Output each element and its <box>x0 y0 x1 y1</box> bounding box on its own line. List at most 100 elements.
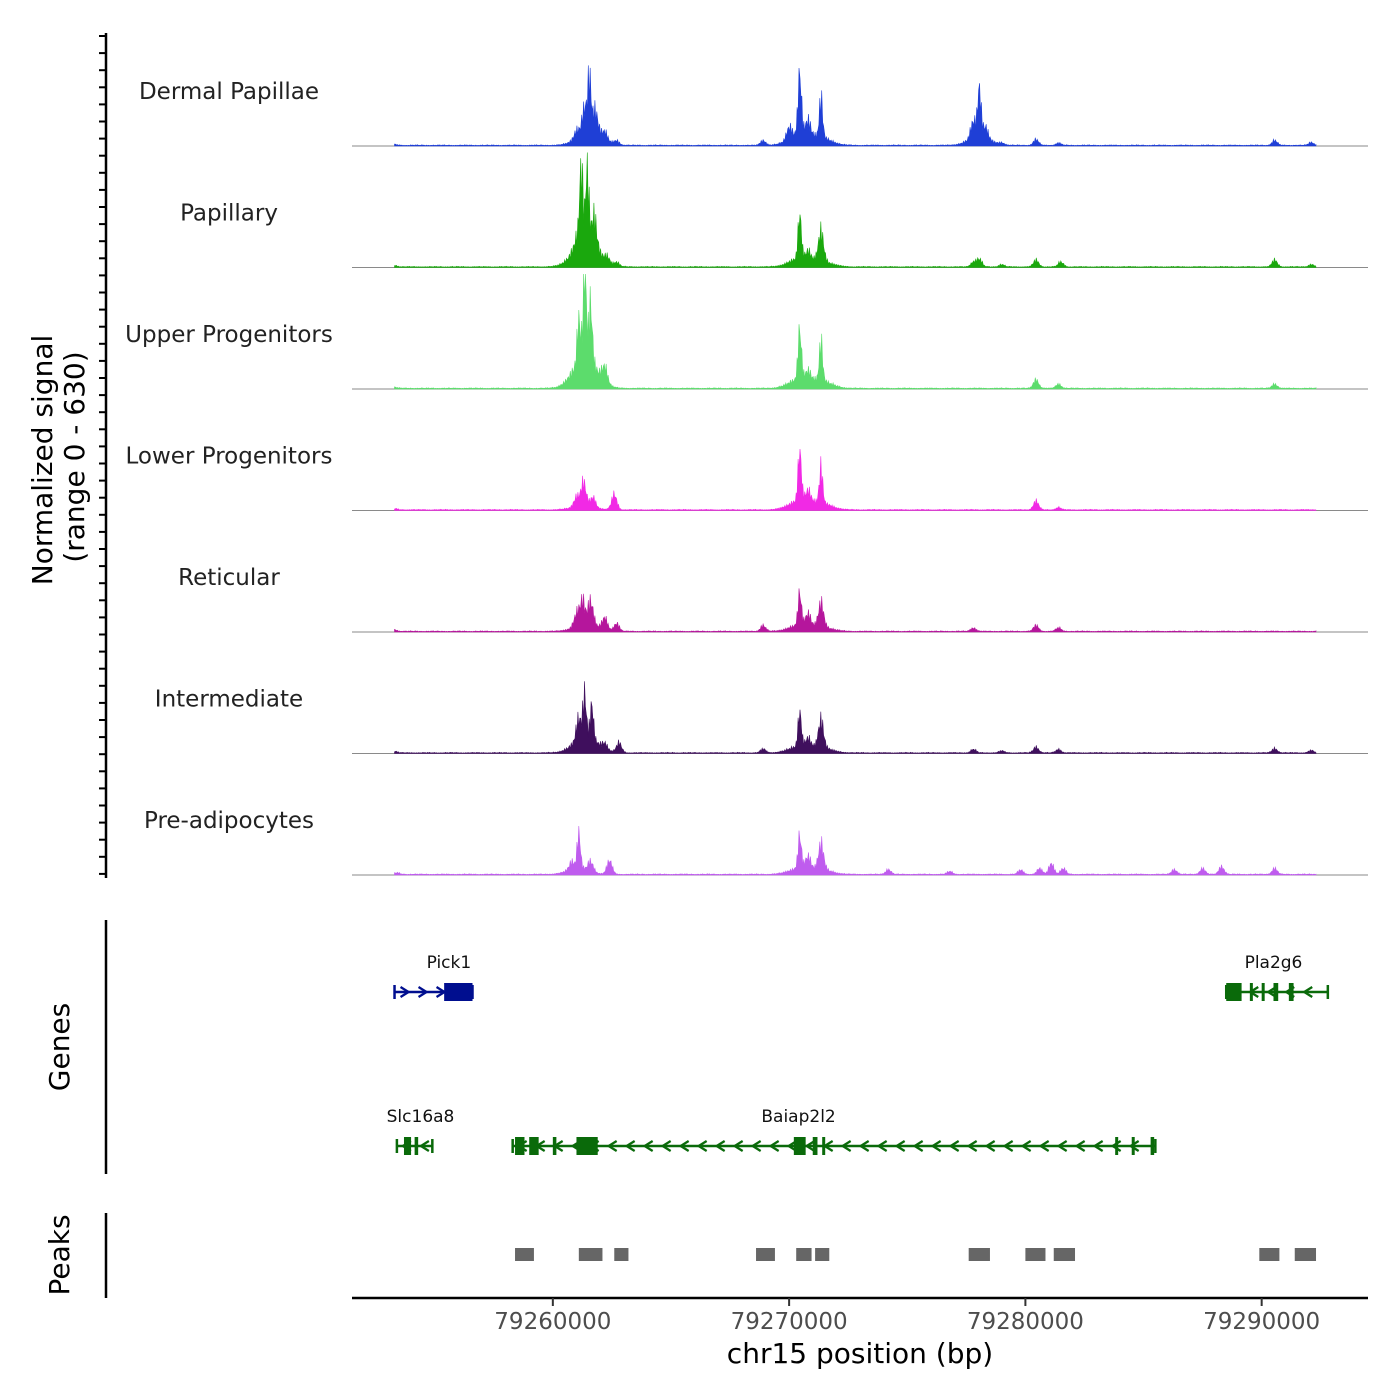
peak-region <box>968 1248 990 1261</box>
track-signal-area <box>394 825 1317 876</box>
signal-tracks: Dermal Papillae Papillary Upper Progenitor… <box>125 65 1368 876</box>
strand-arrow <box>678 1140 690 1152</box>
signal-track: Intermediate <box>155 681 1368 754</box>
gene-exon <box>576 1137 598 1155</box>
track-signal-area <box>394 588 1317 633</box>
strand-arrow <box>1092 1140 1104 1152</box>
peak-region <box>614 1248 629 1261</box>
gene-exon <box>1273 983 1279 1001</box>
strand-arrow <box>1038 1140 1050 1152</box>
gene-exon <box>515 1137 525 1155</box>
gene-exon <box>1226 983 1242 1001</box>
gene-annotations: Pick1 Pla2g6 Slc16a8 Baiap2l2 <box>387 953 1330 1155</box>
gene-exon <box>444 983 473 1001</box>
gene-exon <box>1115 1137 1119 1155</box>
gene-label: Slc16a8 <box>387 1107 455 1127</box>
signal-track: Dermal Papillae <box>139 65 1368 147</box>
gene-exon <box>403 1137 412 1155</box>
strand-arrow <box>876 1140 888 1152</box>
strand-arrow <box>768 1140 780 1152</box>
strand-arrow <box>1074 1140 1086 1152</box>
x-tick-label: 79260000 <box>494 1309 611 1335</box>
gene-exon <box>552 1137 557 1155</box>
genes-axis-title: Genes <box>43 1003 76 1091</box>
signal-track: Upper Progenitors <box>125 273 1368 390</box>
strand-arrow <box>660 1140 672 1152</box>
gene-model: Slc16a8 <box>387 1107 455 1155</box>
strand-arrow <box>714 1140 726 1152</box>
track-label: Upper Progenitors <box>125 322 333 348</box>
strand-arrow <box>417 986 429 998</box>
gene-exon <box>812 1137 818 1155</box>
x-axis-title: chr15 position (bp) <box>727 1337 993 1370</box>
gene-model: Pla2g6 <box>1224 953 1330 1001</box>
strand-arrow <box>1056 1140 1068 1152</box>
peak-region <box>1259 1248 1280 1261</box>
gene-model: Baiap2l2 <box>511 1107 1157 1155</box>
y-axis-title-line1: Normalized signal <box>26 335 59 586</box>
strand-arrow <box>418 1140 430 1152</box>
signal-y-ticks <box>99 35 106 875</box>
peak-region <box>756 1248 775 1261</box>
gene-exon <box>414 1137 419 1155</box>
peak-region <box>515 1248 534 1261</box>
strand-arrow <box>696 1140 708 1152</box>
track-label: Intermediate <box>155 687 303 713</box>
strand-arrow <box>1128 1140 1140 1152</box>
signal-track: Reticular <box>178 565 1368 633</box>
gene-label: Pla2g6 <box>1245 953 1303 973</box>
track-label: Dermal Papillae <box>139 79 319 105</box>
strand-arrow <box>399 986 411 998</box>
track-label: Reticular <box>178 565 280 591</box>
strand-arrow <box>804 1140 816 1152</box>
x-tick-label: 79280000 <box>967 1309 1084 1335</box>
gene-exon <box>822 1137 826 1155</box>
track-signal-area <box>394 448 1317 511</box>
gene-exon <box>1131 1137 1135 1155</box>
strand-arrow <box>858 1140 870 1152</box>
gene-exon <box>1261 983 1265 1001</box>
gene-exon <box>793 1137 806 1155</box>
strand-arrow <box>894 1140 906 1152</box>
strand-arrow <box>840 1140 852 1152</box>
strand-arrow <box>606 1140 618 1152</box>
peak-region <box>815 1248 830 1261</box>
strand-arrow <box>1020 1140 1032 1152</box>
signal-track: Pre-adipocytes <box>144 808 1368 876</box>
gene-exon <box>1288 983 1294 1001</box>
strand-arrow <box>1302 986 1313 998</box>
strand-arrow <box>750 1140 762 1152</box>
x-axis-ticks: 79260000 79270000 79280000 79290000 <box>494 1298 1320 1335</box>
track-signal-area <box>394 273 1317 390</box>
strand-arrow <box>984 1140 996 1152</box>
signal-track: Lower Progenitors <box>126 444 1368 511</box>
track-label: Pre-adipocytes <box>144 808 314 834</box>
track-signal-area <box>394 681 1317 754</box>
strand-arrow <box>948 1140 960 1152</box>
gene-label: Pick1 <box>427 953 472 973</box>
strand-arrow <box>912 1140 924 1152</box>
gene-exon <box>1249 983 1253 1001</box>
peak-region <box>1053 1248 1076 1261</box>
track-label: Papillary <box>180 201 278 227</box>
gene-exon <box>529 1137 539 1155</box>
peaks-axis-title: Peaks <box>43 1214 76 1295</box>
gene-label: Baiap2l2 <box>761 1107 835 1127</box>
track-signal-area <box>394 152 1317 268</box>
y-axis-title-line2: (range 0 - 630) <box>58 351 91 562</box>
strand-arrow <box>930 1140 942 1152</box>
gene-model: Pick1 <box>393 953 474 1001</box>
track-label: Lower Progenitors <box>126 444 333 470</box>
peak-regions <box>515 1248 1317 1261</box>
peak-region <box>1025 1248 1046 1261</box>
peak-region <box>796 1248 812 1261</box>
strand-arrow <box>966 1140 978 1152</box>
peak-region <box>1294 1248 1317 1261</box>
gene-exon <box>1150 1137 1155 1155</box>
signal-track: Papillary <box>180 152 1368 268</box>
x-tick-label: 79270000 <box>731 1309 848 1335</box>
track-signal-area <box>394 65 1317 147</box>
strand-arrow <box>732 1140 744 1152</box>
strand-arrow <box>624 1140 636 1152</box>
